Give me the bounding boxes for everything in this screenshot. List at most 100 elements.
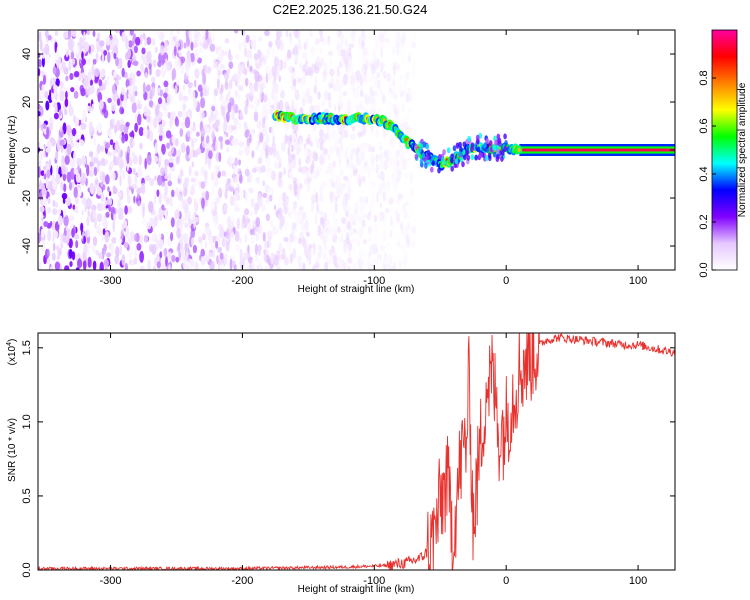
heatmap-cell	[220, 139, 223, 150]
heatmap-cell	[222, 100, 226, 107]
heatmap-cell	[154, 30, 160, 37]
heatmap-cell	[164, 185, 168, 195]
heatmap-cell	[371, 191, 375, 204]
heatmap-cell	[218, 152, 222, 163]
heatmap-cell	[315, 257, 320, 266]
signal-scatter	[489, 140, 493, 146]
heatmap-cell	[243, 47, 248, 58]
heatmap-cell	[106, 75, 110, 87]
heatmap-cell	[182, 84, 186, 91]
heatmap-cell	[278, 196, 283, 207]
heatmap-cell	[288, 171, 292, 180]
heatmap-cell	[142, 206, 145, 218]
heatmap-cell	[364, 94, 370, 105]
colorbar-tick-label: 0.4	[698, 166, 710, 181]
heatmap-cell	[76, 258, 83, 269]
heatmap-cell	[344, 38, 349, 49]
chart-title: C2E2.2025.136.21.50.G24	[273, 2, 428, 17]
heatmap-cell	[387, 207, 392, 214]
heatmap-cell	[369, 177, 372, 184]
heatmap-cell	[404, 201, 409, 207]
signal-scatter	[500, 150, 505, 157]
heatmap-cell	[153, 265, 156, 270]
heatmap-cell	[79, 139, 85, 147]
heatmap-cell	[291, 144, 294, 153]
heatmap-cell	[171, 145, 174, 154]
heatmap-cell	[233, 30, 239, 34]
heatmap-cell	[155, 239, 160, 251]
heatmap-cell	[206, 37, 213, 46]
heatmap-cell	[40, 228, 45, 238]
heatmap-cell	[105, 211, 110, 218]
heatmap-cell	[191, 161, 194, 168]
heatmap-cell	[105, 36, 111, 46]
heatmap-cell	[108, 132, 112, 141]
heatmap-cell	[60, 233, 63, 244]
heatmap-cell	[331, 244, 335, 254]
snr-x-tick-label: 100	[629, 575, 647, 587]
heatmap-cell	[208, 252, 214, 258]
heatmap-cell	[383, 159, 389, 170]
heatmap-cell	[333, 83, 337, 92]
heatmap-cell	[257, 244, 262, 252]
heatmap-cell	[400, 50, 405, 58]
signal-scatter	[475, 134, 480, 141]
heatmap-cell	[361, 63, 368, 76]
heatmap-cell	[408, 56, 411, 62]
heatmap-cell	[347, 177, 351, 186]
heatmap-cell	[117, 198, 122, 211]
heatmap-cell	[345, 236, 351, 245]
heatmap-cell	[179, 168, 184, 177]
heatmap-cell	[337, 150, 342, 161]
heatmap-cell	[205, 190, 210, 201]
heatmap-cell	[182, 182, 188, 189]
heatmap-cell	[359, 89, 364, 98]
heatmap-cell	[396, 160, 400, 168]
heatmap-cell	[349, 172, 353, 179]
snr-scale-label: (x104)	[6, 339, 18, 366]
heatmap-cell	[57, 215, 64, 226]
heatmap-cell	[62, 208, 67, 218]
heatmap-cell	[186, 36, 190, 47]
heatmap-cell	[293, 184, 299, 196]
heatmap-cell	[192, 125, 196, 132]
heatmap-cell	[140, 63, 144, 74]
spectrogram-y-tick-label: -20	[21, 190, 33, 206]
heatmap-cell	[391, 147, 395, 158]
heatmap-cell	[165, 130, 172, 139]
heatmap-cell	[168, 172, 172, 182]
heatmap-cell	[73, 71, 80, 78]
heatmap-cell	[380, 244, 385, 252]
heatmap-cell	[239, 110, 244, 121]
heatmap-cell	[367, 167, 371, 178]
heatmap-cell	[408, 130, 413, 139]
heatmap-cell	[217, 223, 223, 231]
heatmap-cell	[264, 30, 270, 37]
heatmap-cell	[236, 217, 240, 230]
heatmap-cell	[353, 228, 357, 234]
heatmap-cell	[146, 115, 151, 123]
heatmap-cell	[168, 251, 172, 259]
heatmap-cell	[384, 37, 390, 43]
heatmap-cell	[200, 181, 206, 189]
heatmap-cell	[180, 142, 186, 153]
heatmap-cell	[354, 202, 359, 214]
signal-scatter	[442, 149, 446, 156]
heatmap-cell	[86, 30, 91, 36]
heatmap-cell	[257, 196, 263, 207]
heatmap-cell	[305, 137, 311, 145]
heatmap-cell	[393, 108, 397, 115]
heatmap-cell	[127, 205, 133, 214]
signal-scatter	[438, 154, 442, 160]
heatmap-cell	[315, 191, 318, 204]
heatmap-cell	[41, 182, 46, 195]
heatmap-cell	[401, 103, 406, 113]
heatmap-cell	[49, 220, 53, 227]
heatmap-cell	[164, 58, 168, 66]
heatmap-cell	[253, 39, 257, 51]
heatmap-cell	[133, 85, 138, 92]
heatmap-cell	[190, 184, 195, 196]
heatmap-cell	[153, 216, 158, 227]
heatmap-cell	[381, 129, 387, 139]
heatmap-cell	[271, 65, 277, 77]
